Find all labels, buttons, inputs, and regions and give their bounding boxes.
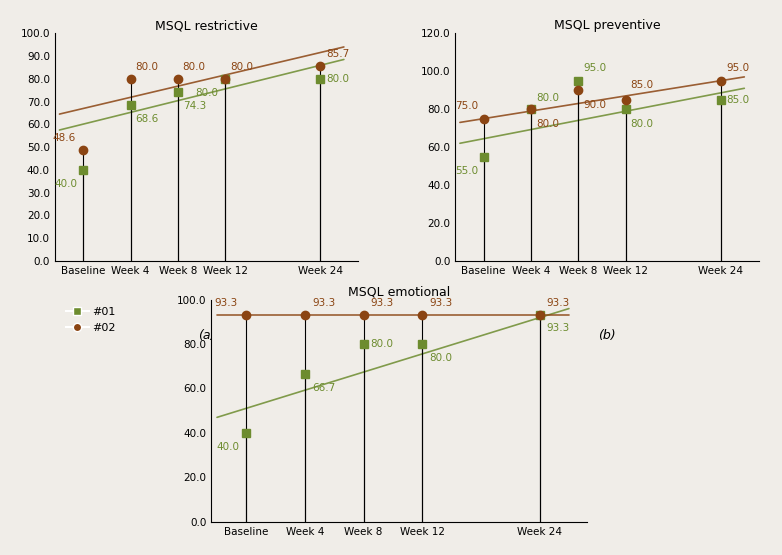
Text: 80.0: 80.0: [371, 339, 393, 349]
Text: 85.0: 85.0: [726, 95, 749, 105]
Text: 80.0: 80.0: [630, 119, 654, 129]
Text: 80.0: 80.0: [429, 353, 452, 363]
Text: (b): (b): [598, 329, 615, 342]
Text: 93.3: 93.3: [371, 298, 394, 308]
Text: 85.7: 85.7: [326, 49, 349, 59]
Text: 95.0: 95.0: [583, 63, 606, 73]
Text: 80.0: 80.0: [196, 88, 218, 98]
Text: 93.3: 93.3: [547, 324, 570, 334]
Text: 80.0: 80.0: [326, 74, 349, 84]
Text: 66.7: 66.7: [312, 382, 335, 392]
Title: MSQL preventive: MSQL preventive: [554, 19, 660, 32]
Text: 93.3: 93.3: [429, 298, 453, 308]
Text: 80.0: 80.0: [536, 93, 559, 103]
Text: (a): (a): [198, 329, 215, 342]
Text: 95.0: 95.0: [726, 63, 749, 73]
Legend: #01, #02: #01, #02: [66, 307, 116, 333]
Text: 68.6: 68.6: [135, 114, 159, 124]
Text: 40.0: 40.0: [55, 179, 77, 189]
Text: 74.3: 74.3: [183, 101, 206, 111]
Text: 55.0: 55.0: [455, 166, 478, 176]
Legend: #01, #02: #01, #02: [467, 307, 516, 333]
Title: MSQL restrictive: MSQL restrictive: [155, 19, 258, 32]
Text: 93.3: 93.3: [547, 298, 570, 308]
Text: 80.0: 80.0: [230, 62, 253, 72]
Text: 40.0: 40.0: [217, 442, 239, 452]
Text: 90.0: 90.0: [583, 100, 606, 110]
Text: 93.3: 93.3: [214, 298, 238, 308]
Title: MSQL emotional: MSQL emotional: [348, 285, 450, 299]
Text: 80.0: 80.0: [536, 119, 559, 129]
Text: 80.0: 80.0: [135, 62, 158, 72]
Text: 48.6: 48.6: [53, 133, 76, 143]
Text: 93.3: 93.3: [312, 298, 335, 308]
Text: 75.0: 75.0: [455, 101, 478, 111]
Text: 85.0: 85.0: [630, 80, 654, 90]
Text: 80.0: 80.0: [183, 62, 206, 72]
